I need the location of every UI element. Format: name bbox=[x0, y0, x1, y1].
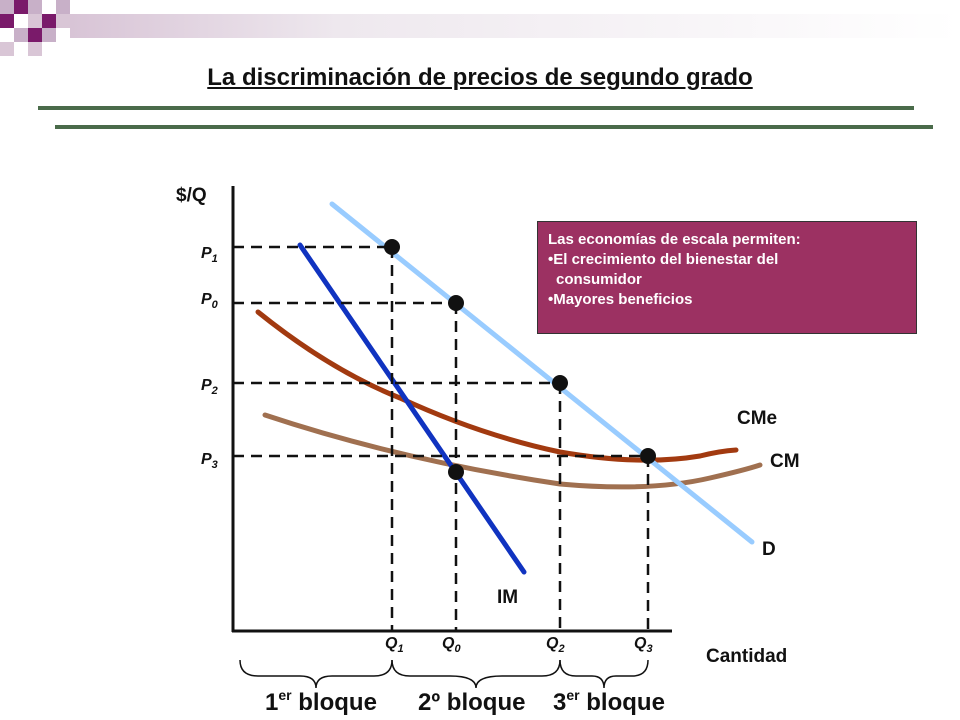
quantity-label-q2: Q2 bbox=[546, 635, 565, 655]
block-label-1: 1er bloque bbox=[265, 687, 377, 716]
average-cost-label: CMe bbox=[737, 408, 777, 429]
quantity-label-q3: Q3 bbox=[634, 635, 653, 655]
block-label-3: 3er bloque bbox=[553, 687, 665, 716]
point-p3-q3 bbox=[640, 448, 656, 464]
title-rule-bottom bbox=[55, 125, 933, 129]
x-axis-label: Cantidad bbox=[706, 646, 787, 667]
price-label-p1: P1 bbox=[201, 245, 218, 265]
brace-block-3 bbox=[559, 659, 649, 689]
quantity-label-q0: Q0 bbox=[442, 635, 461, 655]
economies-of-scale-note: Las economías de escala permiten: •El cr… bbox=[537, 221, 917, 334]
block-label-2: 2º bloque bbox=[418, 689, 525, 716]
point-im-mc-intersection bbox=[448, 464, 464, 480]
point-p1-q1 bbox=[384, 239, 400, 255]
point-p0-q0 bbox=[448, 295, 464, 311]
point-p2-q2 bbox=[552, 375, 568, 391]
marginal-revenue-curve bbox=[297, 242, 527, 575]
note-bullet-welfare-cont: consumidor bbox=[556, 271, 642, 288]
demand-label: D bbox=[762, 539, 776, 560]
title-rule-top bbox=[38, 106, 914, 110]
brace-block-2 bbox=[391, 659, 561, 689]
note-bullet-profits: •Mayores beneficios bbox=[548, 291, 693, 308]
demand-curve bbox=[329, 201, 755, 545]
marginal-cost-label: CM bbox=[770, 451, 800, 472]
quantity-label-q1: Q1 bbox=[385, 635, 404, 655]
price-label-p0: P0 bbox=[201, 291, 219, 311]
price-label-p2: P2 bbox=[201, 377, 218, 397]
brace-block-1 bbox=[239, 659, 393, 689]
price-label-p3: P3 bbox=[201, 451, 218, 471]
marginal-cost-curve bbox=[262, 412, 763, 490]
y-axis-label: $/Q bbox=[176, 185, 207, 206]
decorative-header-pattern bbox=[0, 0, 960, 56]
slide-title: La discriminación de precios de segundo … bbox=[207, 64, 753, 91]
note-heading: Las economías de escala permiten: bbox=[548, 231, 801, 248]
note-bullet-welfare: •El crecimiento del bienestar del bbox=[548, 251, 779, 268]
marginal-revenue-label: IM bbox=[497, 587, 518, 608]
average-cost-curve bbox=[255, 309, 739, 463]
